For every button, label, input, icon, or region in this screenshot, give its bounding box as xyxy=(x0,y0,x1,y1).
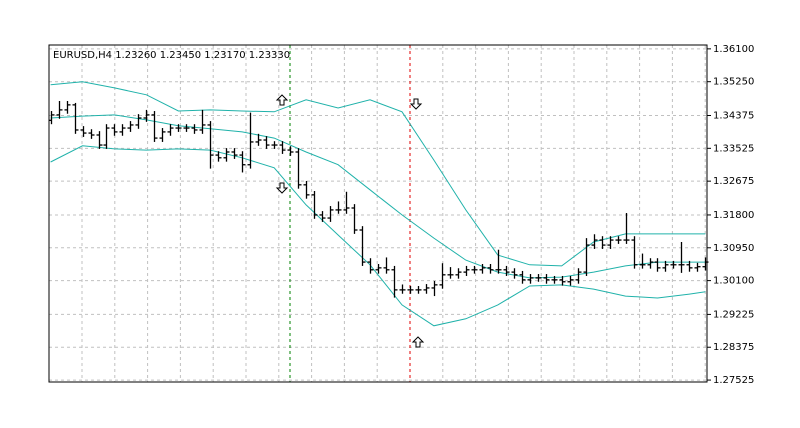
y-tick-label: 1.33525 xyxy=(713,143,754,154)
y-tick-label: 1.32675 xyxy=(713,176,754,187)
y-tick-label: 1.35250 xyxy=(713,77,754,88)
arrow-up xyxy=(275,94,289,106)
y-tick-label: 1.29225 xyxy=(713,309,754,320)
marks xyxy=(48,81,709,327)
chart-title: EURUSD,H4 1.23260 1.23450 1.23170 1.2333… xyxy=(53,50,290,61)
y-tick-label: 1.30950 xyxy=(713,243,754,254)
y-tick-label: 1.30100 xyxy=(713,276,754,287)
signal-arrows xyxy=(275,94,425,348)
y-tick-label: 1.36100 xyxy=(713,44,754,55)
band-line xyxy=(50,145,706,327)
y-tick-label: 1.34375 xyxy=(713,110,754,121)
arrow-down xyxy=(409,98,423,110)
arrow-up xyxy=(411,336,425,348)
y-tick-label: 1.27525 xyxy=(713,375,754,386)
plot-frame xyxy=(48,44,708,383)
y-tick-label: 1.28375 xyxy=(713,342,754,353)
grid xyxy=(49,45,707,382)
band-line xyxy=(50,81,706,267)
arrow-down xyxy=(275,182,289,194)
band-line xyxy=(50,114,706,279)
y-tick-label: 1.31800 xyxy=(713,210,754,221)
